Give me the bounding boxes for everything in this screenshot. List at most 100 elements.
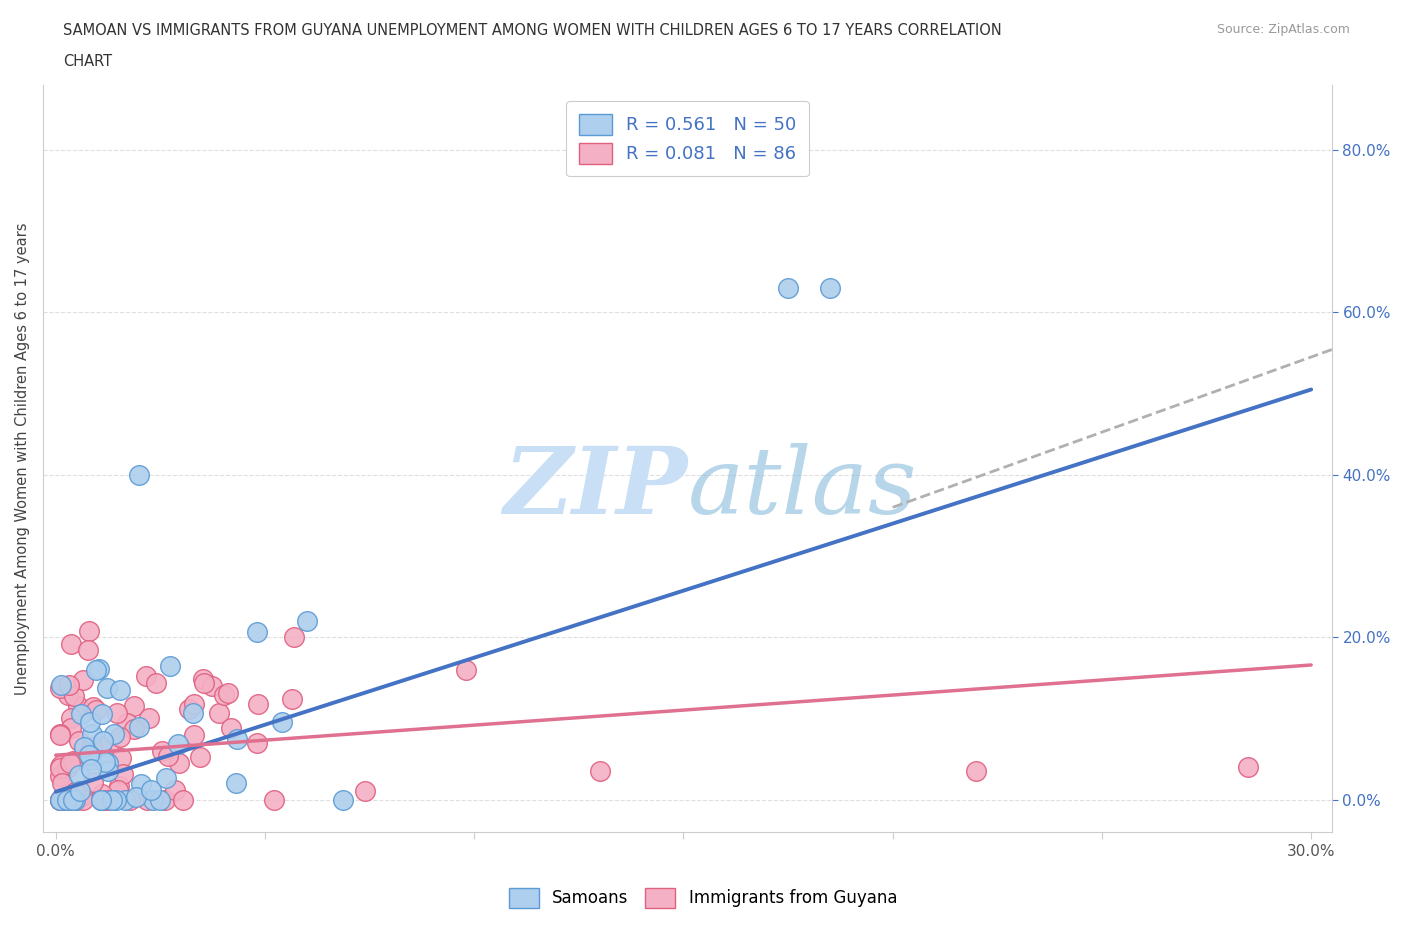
Point — [135, 669, 157, 684]
Point — [117, 715, 139, 730]
Point — [97, 739, 120, 754]
Point — [965, 764, 987, 779]
Point — [193, 671, 215, 686]
Point — [332, 792, 354, 807]
Point — [49, 792, 72, 807]
Point — [84, 662, 107, 677]
Point — [62, 792, 84, 807]
Point — [65, 792, 87, 807]
Point — [149, 792, 172, 807]
Point — [90, 792, 112, 807]
Point — [96, 681, 118, 696]
Point — [91, 734, 114, 749]
Point — [67, 767, 90, 782]
Point — [108, 779, 131, 794]
Point — [93, 792, 115, 807]
Point — [73, 739, 96, 754]
Point — [153, 792, 176, 807]
Point — [82, 699, 104, 714]
Point — [100, 792, 122, 807]
Point — [104, 792, 127, 807]
Point — [145, 675, 167, 690]
Point — [60, 637, 83, 652]
Point — [49, 761, 72, 776]
Point — [110, 751, 132, 765]
Point — [49, 792, 72, 807]
Point — [63, 688, 86, 703]
Point — [96, 792, 118, 807]
Point — [62, 753, 84, 768]
Point — [245, 736, 267, 751]
Point — [66, 792, 89, 807]
Point — [49, 792, 72, 807]
Point — [108, 729, 131, 744]
Point — [120, 792, 142, 807]
Point — [155, 770, 177, 785]
Text: ZIP: ZIP — [503, 444, 688, 534]
Point — [76, 643, 98, 658]
Point — [58, 678, 80, 693]
Point — [49, 726, 72, 741]
Point — [49, 680, 72, 695]
Point — [131, 777, 153, 791]
Point — [165, 782, 187, 797]
Point — [55, 761, 77, 776]
Point — [454, 662, 477, 677]
Point — [90, 792, 112, 807]
Point — [295, 614, 318, 629]
Point — [72, 672, 94, 687]
Point — [818, 281, 841, 296]
Point — [141, 782, 163, 797]
Point — [1237, 760, 1260, 775]
Y-axis label: Unemployment Among Women with Children Ages 6 to 17 years: Unemployment Among Women with Children A… — [15, 222, 30, 695]
Point — [49, 760, 72, 775]
Point — [60, 711, 83, 725]
Point — [138, 711, 160, 725]
Point — [103, 726, 125, 741]
Point — [201, 678, 224, 693]
Point — [80, 727, 103, 742]
Point — [125, 790, 148, 804]
Point — [219, 721, 242, 736]
Point — [263, 792, 285, 807]
Point — [90, 738, 112, 753]
Point — [84, 702, 107, 717]
Point — [281, 691, 304, 706]
Point — [225, 732, 247, 747]
Point — [172, 792, 194, 807]
Legend: Samoans, Immigrants from Guyana: Samoans, Immigrants from Guyana — [502, 882, 904, 914]
Point — [136, 792, 159, 807]
Point — [56, 792, 79, 807]
Point — [122, 698, 145, 713]
Point — [107, 782, 129, 797]
Point — [60, 790, 83, 804]
Point — [97, 764, 120, 778]
Point — [183, 727, 205, 742]
Point — [82, 740, 104, 755]
Point — [51, 758, 73, 773]
Point — [93, 754, 115, 769]
Point — [49, 792, 72, 807]
Point — [72, 751, 94, 766]
Point — [589, 764, 612, 779]
Point — [49, 792, 72, 807]
Point — [59, 755, 82, 770]
Legend: R = 0.561   N = 50, R = 0.081   N = 86: R = 0.561 N = 50, R = 0.081 N = 86 — [567, 101, 808, 177]
Point — [66, 699, 89, 714]
Point — [270, 714, 292, 729]
Point — [193, 676, 215, 691]
Point — [63, 785, 86, 800]
Point — [225, 776, 247, 790]
Point — [188, 750, 211, 764]
Text: Source: ZipAtlas.com: Source: ZipAtlas.com — [1216, 23, 1350, 36]
Point — [51, 792, 73, 807]
Point — [156, 749, 179, 764]
Point — [105, 706, 128, 721]
Point — [91, 706, 114, 721]
Point — [49, 792, 72, 807]
Point — [179, 701, 201, 716]
Point — [108, 683, 131, 698]
Point — [207, 706, 229, 721]
Point — [283, 630, 305, 644]
Point — [51, 677, 73, 692]
